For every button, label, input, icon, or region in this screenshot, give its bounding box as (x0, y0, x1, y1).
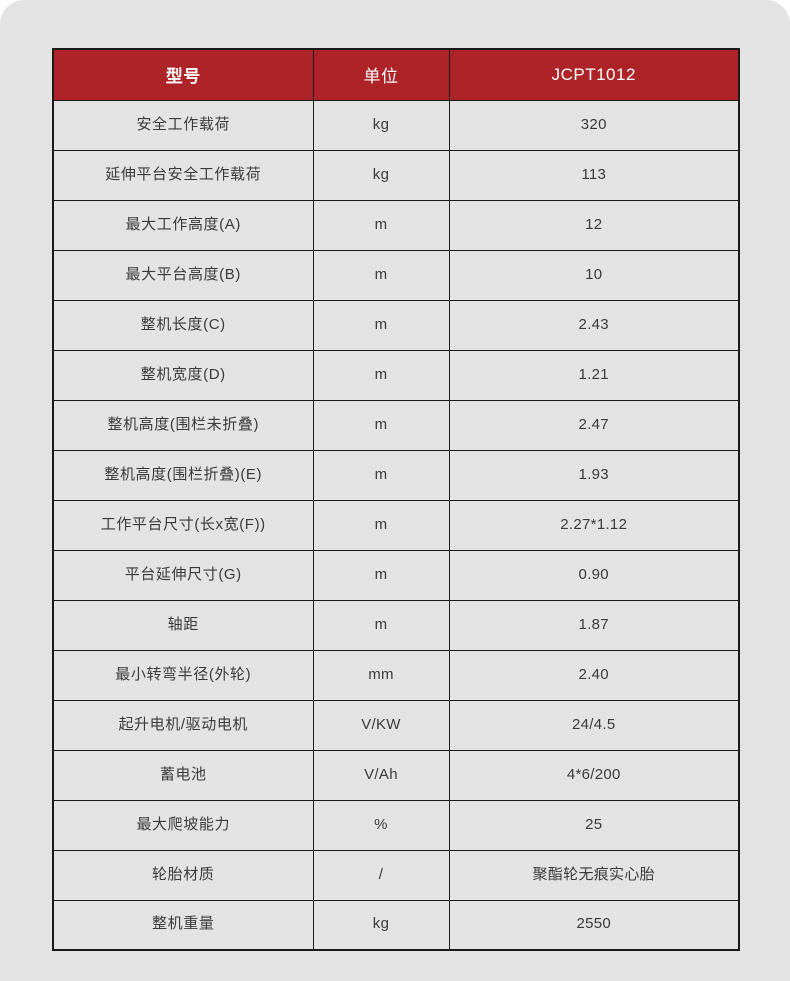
table-cell-name: 工作平台尺寸(长x宽(F)) (52, 499, 314, 551)
table-cell-value: 24/4.5 (448, 699, 740, 751)
table-cell-unit: kg (312, 899, 450, 951)
table-cell-name: 整机高度(围栏折叠)(E) (52, 449, 314, 501)
table-cell-unit: mm (312, 649, 450, 701)
table-row: 最小转弯半径(外轮) mm 2.40 (52, 649, 740, 701)
table-cell-name: 安全工作载荷 (52, 99, 314, 151)
table-cell-name: 蓄电池 (52, 749, 314, 801)
table-row: 蓄电池 V/Ah 4*6/200 (52, 749, 740, 801)
table-row: 最大爬坡能力% 25 (52, 799, 740, 851)
table-row: 最大工作高度(A) m 12 (52, 199, 740, 251)
table-cell-name: 轮胎材质 (52, 849, 314, 901)
table-cell-name: 整机重量 (52, 899, 314, 951)
table-header-row: 型号 单位 JCPT1012 (52, 48, 740, 101)
table-cell-unit: m (312, 199, 450, 251)
table-row: 轴距 m 1.87 (52, 599, 740, 651)
table-cell-name: 平台延伸尺寸(G) (52, 549, 314, 601)
table-cell-value: 2.43 (448, 299, 740, 351)
table-cell-name: 整机长度(C) (52, 299, 314, 351)
table-cell-unit: kg (312, 149, 450, 201)
table-cell-unit: m (312, 299, 450, 351)
specification-table-container: 型号 单位 JCPT1012 安全工作载荷 kg 320 延伸平台安全工作载荷 kg 11… (52, 48, 740, 951)
table-cell-unit: m (312, 599, 450, 651)
table-row: 整机宽度(D) m 1.21 (52, 349, 740, 401)
table-cell-value: 4*6/200 (448, 749, 740, 801)
table-row: 整机长度(C) m 2.43 (52, 299, 740, 351)
table-header: 型号 单位 JCPT1012 (52, 48, 740, 101)
column-header-model: 型号 (52, 48, 314, 101)
table-cell-name: 最大爬坡能力 (52, 799, 314, 851)
table-cell-unit: m (312, 249, 450, 301)
table-cell-unit: m (312, 549, 450, 601)
table-cell-unit: m (312, 449, 450, 501)
table-cell-unit: m (312, 499, 450, 551)
table-row: 延伸平台安全工作载荷 kg 113 (52, 149, 740, 201)
table-row: 工作平台尺寸(长x宽(F)) m 2.27*1.12 (52, 499, 740, 551)
table-cell-name: 轴距 (52, 599, 314, 651)
table-row: 平台延伸尺寸(G) m 0.90 (52, 549, 740, 601)
table-cell-unit: kg (312, 99, 450, 151)
table-cell-value: 2.40 (448, 649, 740, 701)
table-cell-name: 整机宽度(D) (52, 349, 314, 401)
table-cell-name: 起升电机/驱动电机 (52, 699, 314, 751)
table-row: 整机重量 kg 2550 (52, 899, 740, 951)
table-row: 整机高度(围栏未折叠) m 2.47 (52, 399, 740, 451)
table-row: 安全工作载荷 kg 320 (52, 99, 740, 151)
table-cell-unit: V/KW (312, 699, 450, 751)
table-cell-value: 0.90 (448, 549, 740, 601)
table-cell-value: 10 (448, 249, 740, 301)
table-cell-name: 最大工作高度(A) (52, 199, 314, 251)
table-cell-unit: / (312, 849, 450, 901)
table-cell-value: 2.27*1.12 (448, 499, 740, 551)
column-header-unit: 单位 (312, 48, 450, 101)
table-cell-name: 最小转弯半径(外轮) (52, 649, 314, 701)
table-cell-value: 1.87 (448, 599, 740, 651)
specification-table: 型号 单位 JCPT1012 安全工作载荷 kg 320 延伸平台安全工作载荷 kg 11… (52, 48, 740, 951)
table-cell-value: 2.47 (448, 399, 740, 451)
table-cell-unit: V/Ah (312, 749, 450, 801)
table-cell-value: 25 (448, 799, 740, 851)
column-header-value: JCPT1012 (448, 48, 740, 101)
table-cell-value: 1.93 (448, 449, 740, 501)
table-row: 整机高度(围栏折叠)(E) m 1.93 (52, 449, 740, 501)
table-row: 最大平台高度(B) m 10 (52, 249, 740, 301)
table-cell-unit: m (312, 399, 450, 451)
table-cell-name: 最大平台高度(B) (52, 249, 314, 301)
table-row: 起升电机/驱动电机 V/KW 24/4.5 (52, 699, 740, 751)
table-cell-name: 延伸平台安全工作载荷 (52, 149, 314, 201)
table-row: 轮胎材质 / 聚酯轮无痕实心胎 (52, 849, 740, 901)
table-cell-name: 整机高度(围栏未折叠) (52, 399, 314, 451)
table-cell-value: 2550 (448, 899, 740, 951)
table-cell-unit: % (312, 799, 450, 851)
table-body: 安全工作载荷 kg 320 延伸平台安全工作载荷 kg 113 最大工作高度(A) m 12 最大… (52, 99, 740, 951)
table-cell-value: 1.21 (448, 349, 740, 401)
table-cell-value: 12 (448, 199, 740, 251)
table-cell-value: 113 (448, 149, 740, 201)
table-cell-value: 320 (448, 99, 740, 151)
table-cell-unit: m (312, 349, 450, 401)
table-cell-value: 聚酯轮无痕实心胎 (448, 849, 740, 901)
